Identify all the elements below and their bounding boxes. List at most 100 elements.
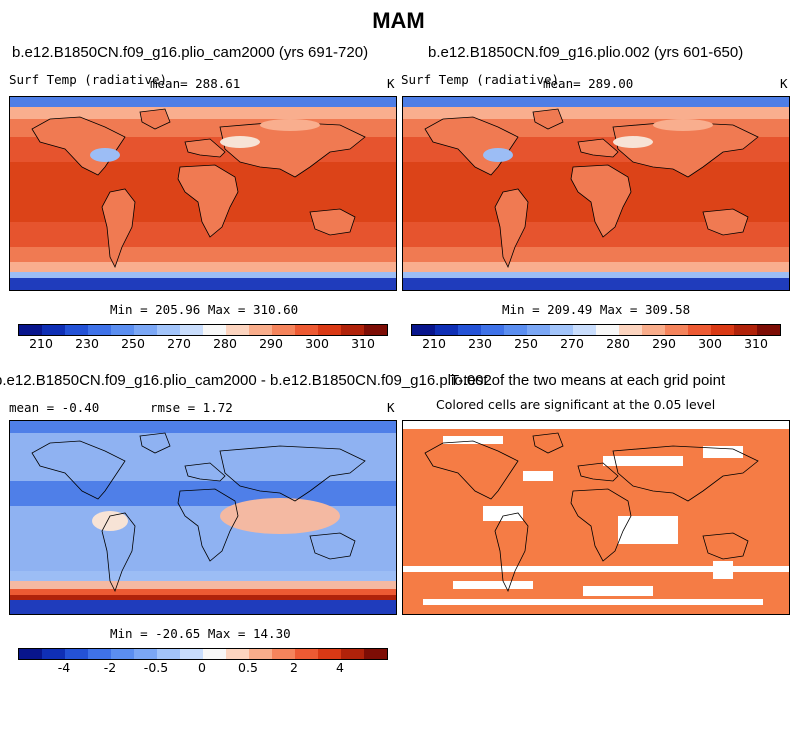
difference-band: [10, 595, 396, 600]
colorbar-tick-label: 270: [167, 336, 191, 351]
colorbar-tick-label: 2: [290, 660, 298, 675]
colorbar-swatch: [157, 325, 180, 335]
colorbar-swatch: [341, 325, 364, 335]
colorbar-swatch: [711, 325, 734, 335]
cold-region: [260, 119, 320, 131]
colorbar-swatch: [364, 649, 387, 659]
colorbar-tick-label: 300: [305, 336, 329, 351]
colorbar-tick-label: 270: [560, 336, 584, 351]
colorbar-swatch: [249, 325, 272, 335]
continent-outline: [494, 512, 529, 593]
colorbar-tick-label: 0: [198, 660, 206, 675]
difference-band: [10, 581, 396, 589]
colorbar-swatch: [180, 649, 203, 659]
colorbar-tick-label: 290: [652, 336, 676, 351]
colorbar-top-left: [18, 324, 388, 336]
colorbar-swatch: [642, 325, 665, 335]
continent-outline: [577, 462, 619, 482]
map-bottom-left: [9, 420, 397, 615]
colorbar-swatch: [203, 325, 226, 335]
cold-region: [653, 119, 713, 131]
colorbar-swatch: [134, 649, 157, 659]
surface-temp-map-top-right: [403, 97, 789, 290]
non-significant-area: [403, 421, 789, 429]
colorbar-tick-label: -4: [57, 660, 71, 675]
colorbar-swatch: [249, 649, 272, 659]
colorbar-tick-label: 4: [336, 660, 344, 675]
continent-outline: [139, 432, 171, 454]
non-significant-area: [583, 586, 653, 596]
difference-band: [10, 589, 396, 595]
colorbar-swatch: [88, 649, 111, 659]
colorbar-tick-label: 310: [351, 336, 375, 351]
colorbar-swatch: [203, 649, 226, 659]
non-significant-area: [483, 506, 523, 521]
map-top-right: [402, 96, 790, 291]
colorbar-tick-label: 250: [514, 336, 538, 351]
page-title: MAM: [372, 8, 425, 33]
colorbar-swatch: [734, 325, 757, 335]
colorbar-tick-label: 230: [468, 336, 492, 351]
colorbar-swatch: [180, 325, 203, 335]
continent-outline: [101, 188, 136, 269]
units-label-top-left: K: [387, 76, 395, 91]
colorbar-tick-label: 310: [744, 336, 768, 351]
colorbar-swatch: [481, 325, 504, 335]
colorbar-swatch: [295, 649, 318, 659]
colorbar-swatch: [596, 325, 619, 335]
variable-label-top-left: Surf Temp (radiative): [9, 72, 168, 87]
colorbar-swatch: [619, 325, 642, 335]
mean-label-bottom-left: mean = -0.40: [9, 400, 100, 415]
temperature-band: [10, 262, 396, 272]
colorbar-swatch: [157, 649, 180, 659]
panel-title-top-right: b.e12.B1850CN.f09_g16.plio.002 (yrs 601-…: [428, 44, 744, 61]
panel-title-bottom-left: b.e12.B1850CN.f09_g16.plio_cam2000 - b.e…: [0, 372, 492, 389]
colorbar-swatch: [19, 649, 42, 659]
antarctica-region: [403, 278, 789, 290]
rmse-label-bottom-left: rmse = 1.72: [150, 400, 233, 415]
minmax-label-top-right: Min = 209.49 Max = 309.58: [502, 302, 691, 317]
non-significant-area: [523, 471, 553, 481]
colorbar-swatch: [226, 649, 249, 659]
mean-label-top-left: mean= 288.61: [150, 76, 241, 91]
colorbar-tick-label: 280: [213, 336, 237, 351]
difference-band: [10, 421, 396, 433]
non-significant-area: [618, 516, 678, 544]
temperature-band: [10, 272, 396, 278]
colorbar-swatch: [341, 649, 364, 659]
colorbar-swatch: [688, 325, 711, 335]
colorbar-swatch: [65, 649, 88, 659]
continent-outline: [577, 138, 619, 158]
colorbar-tick-label: 230: [75, 336, 99, 351]
colorbar-swatch: [412, 325, 435, 335]
colorbar-swatch: [364, 325, 387, 335]
colorbar-swatch: [504, 325, 527, 335]
colorbar-tick-label: 210: [29, 336, 53, 351]
colorbar-swatch: [134, 325, 157, 335]
colorbar-tick-label: 280: [606, 336, 630, 351]
non-significant-area: [403, 566, 789, 572]
colorbar-swatch: [42, 325, 65, 335]
continent-outline: [424, 440, 519, 500]
difference-band: [10, 481, 396, 506]
ttest-significance-map: [403, 421, 789, 614]
non-significant-area: [603, 456, 683, 466]
antarctica-region: [10, 278, 396, 290]
continent-outline: [31, 440, 126, 500]
temperature-band: [403, 247, 789, 262]
non-significant-area: [443, 436, 503, 444]
non-significant-area: [713, 561, 733, 579]
colorbar-top-right: [411, 324, 781, 336]
difference-patch: [220, 498, 340, 534]
colorbar-swatch: [226, 325, 249, 335]
colorbar-swatch: [318, 649, 341, 659]
colorbar-swatch: [318, 325, 341, 335]
colorbar-swatch: [111, 649, 134, 659]
continent-outline: [532, 432, 564, 454]
colorbar-swatch: [550, 325, 573, 335]
temperature-band: [403, 107, 789, 119]
difference-band: [10, 600, 396, 614]
cold-region: [483, 148, 513, 162]
surface-temp-map-top-left: [10, 97, 396, 290]
colorbar-swatch: [272, 325, 295, 335]
